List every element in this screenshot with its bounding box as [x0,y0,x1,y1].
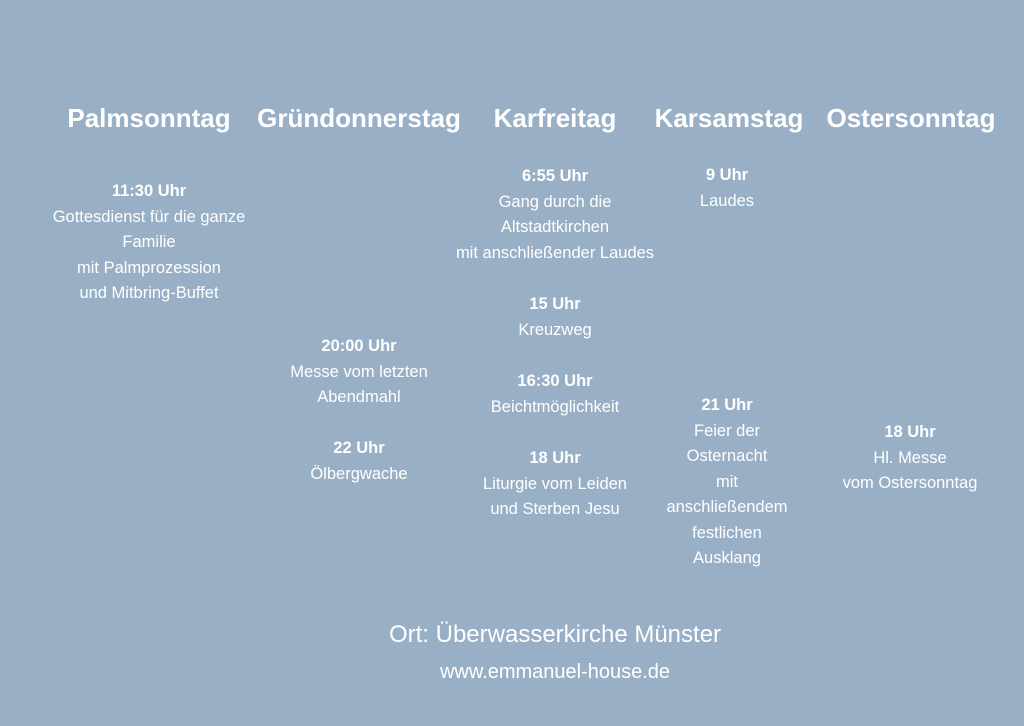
event-line: Messe vom letzten [290,362,428,381]
day-heading-gruendonnerstag: Gründonnerstag [257,103,461,133]
day-heading-palmsonntag: Palmsonntag [67,103,231,133]
event-line: Liturgie vom Leiden [482,474,627,493]
event: 18 Uhr Liturgie vom Leiden und Sterben J… [435,446,675,523]
event-time: 11:30 Uhr [111,182,187,200]
event: 22 Uhr Ölbergwache [239,436,479,487]
event-line: Laudes [699,191,755,210]
day-heading-karfreitag: Karfreitag [493,103,617,133]
event-line: und Mitbring-Buffet [79,284,219,302]
event-line: mit anschließender Laudes [455,243,655,262]
event: 21 Uhr Feier der Osternacht mit anschlie… [607,393,847,572]
event-line: vom Ostersonntag [842,474,978,492]
day-heading-ostersonntag: Ostersonntag [826,103,996,133]
event-line: Ölbergwache [310,464,408,483]
event-line: Hl. Messe [873,448,947,467]
event-time: 6:55 Uhr [521,167,589,185]
event: 6:55 Uhr Gang durch die Altstadtkirchen … [435,164,675,266]
event-line: Gang durch die [498,192,612,211]
day-heading-karsamstag: Karsamstag [654,103,804,133]
event: 11:30 Uhr Gottesdienst für die ganze Fam… [29,179,269,307]
event-line: Familie [122,233,176,251]
event-time: 21 Uhr [701,396,753,414]
event-time: 9 Uhr [705,166,749,184]
event-line: Altstadtkirchen [500,218,610,236]
event-time: 15 Uhr [529,295,581,313]
event-line: Gottesdienst für die ganze [52,207,246,226]
event: 15 Uhr Kreuzweg [435,292,675,343]
event: 16:30 Uhr Beichtmöglichkeit [435,369,675,420]
event: 20:00 Uhr Messe vom letzten Abendmahl [239,334,479,411]
location-text: Ort: Überwasserkirche Münster [388,621,722,648]
website-link[interactable]: www.emmanuel-house.de [439,661,671,683]
event-time: 18 Uhr [529,449,581,467]
event-line: mit [716,472,738,491]
event-time: 20:00 Uhr [321,337,397,355]
event-line: und Sterben Jesu [490,500,620,518]
event-time: 16:30 Uhr [517,372,593,390]
event-line: Ausklang [693,549,761,567]
event-line: festlichen [692,523,762,542]
event-line: anschließendem [666,498,788,516]
event-line: Osternacht [686,447,768,465]
event: 9 Uhr Laudes [607,163,847,214]
event: 18 Uhr Hl. Messe vom Ostersonntag [790,420,1024,497]
event-line: Kreuzweg [518,320,592,339]
event-time: 18 Uhr [884,423,936,441]
event-line: Abendmahl [317,388,401,406]
event-line: Feier der [693,421,761,440]
event-line: Beichtmöglichkeit [490,397,620,416]
event-line: mit Palmprozession [77,258,221,277]
event-time: 22 Uhr [333,439,385,457]
